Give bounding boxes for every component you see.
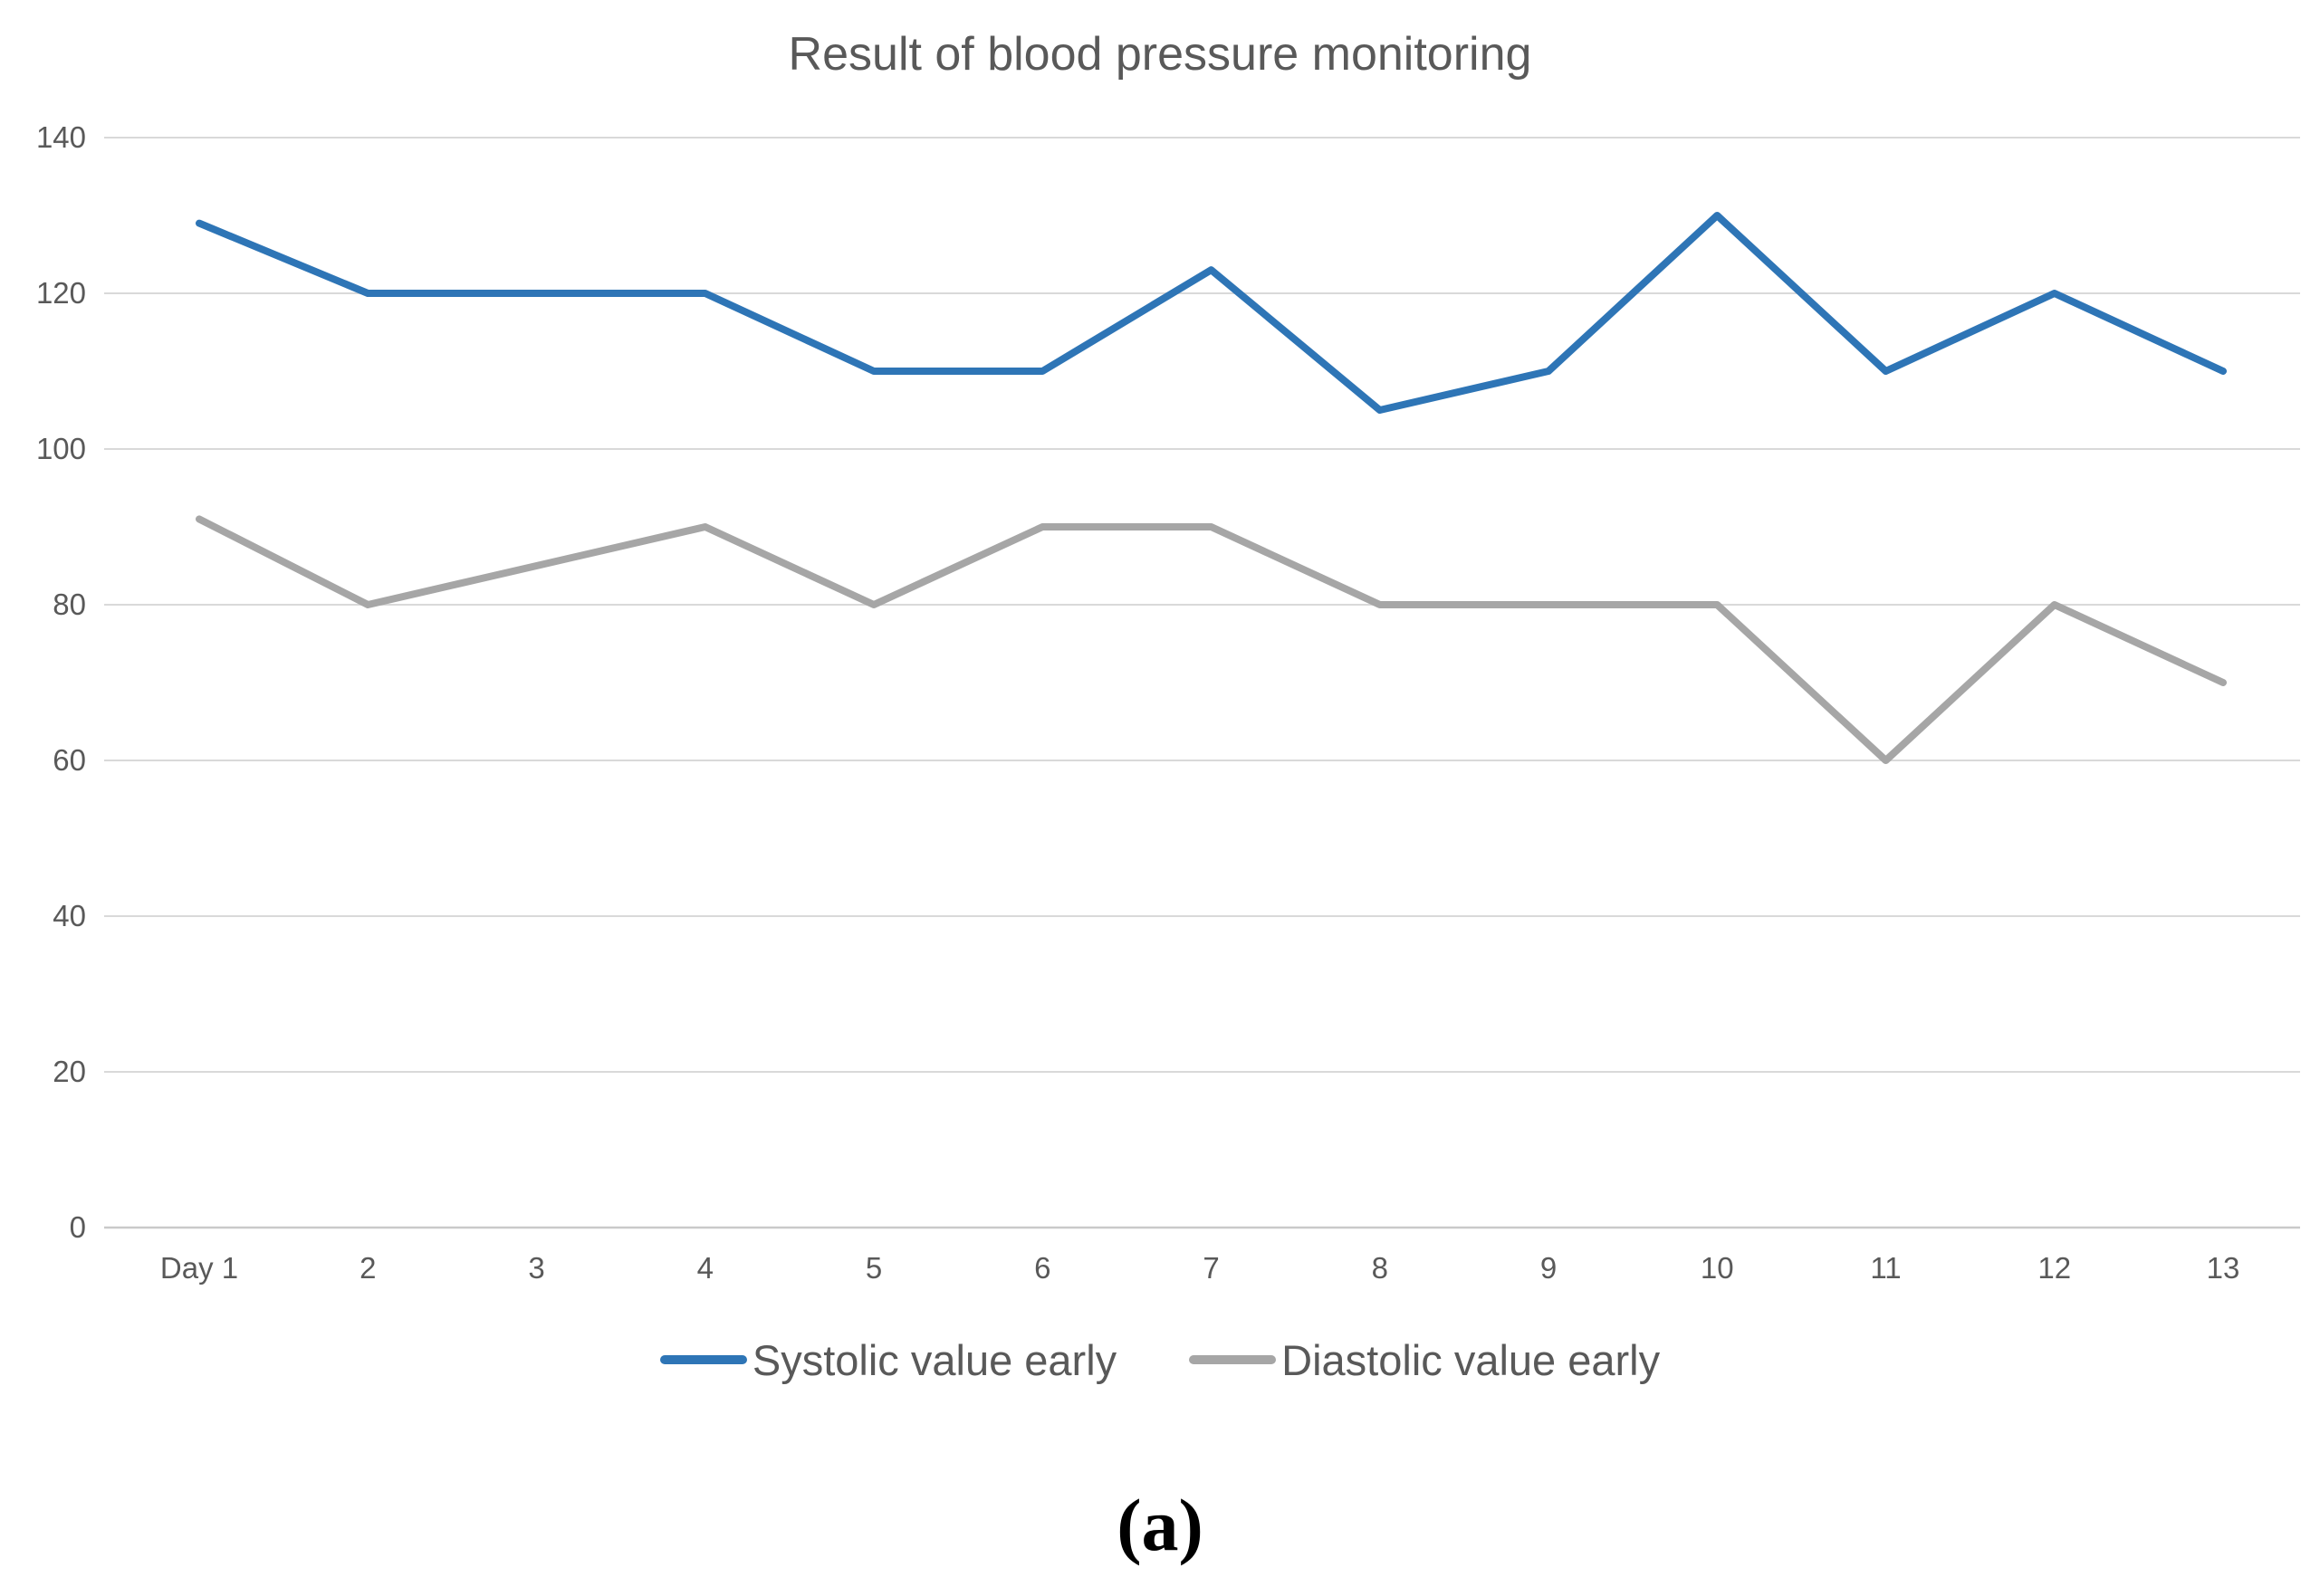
- y-tick-label-80: 80: [53, 588, 86, 621]
- x-tick-label-13: 13: [2207, 1251, 2240, 1285]
- systolic-series-line: [196, 212, 2227, 414]
- chart-legend: Systolic value early Diastolic value ear…: [0, 1324, 2320, 1396]
- x-tick-label-10: 10: [1701, 1251, 1734, 1285]
- x-tick-label-11: 11: [1870, 1251, 1901, 1285]
- y-tick-label-20: 20: [53, 1055, 86, 1088]
- x-tick-label-2: 2: [360, 1251, 376, 1285]
- diastolic-line-swatch-icon: [1189, 1355, 1277, 1364]
- legend-label-systolic: Systolic value early: [752, 1335, 1117, 1384]
- legend-item-diastolic: Diastolic value early: [1189, 1335, 1660, 1385]
- x-tick-label-8: 8: [1372, 1251, 1388, 1285]
- x-tick-label-5: 5: [866, 1251, 882, 1285]
- x-tick-label-12: 12: [2037, 1251, 2071, 1285]
- y-tick-label-100: 100: [36, 432, 86, 465]
- y-tick-label-120: 120: [36, 276, 86, 310]
- y-tick-label-0: 0: [70, 1210, 86, 1244]
- x-tick-label-7: 7: [1203, 1251, 1219, 1285]
- systolic-line-swatch-icon: [659, 1355, 747, 1364]
- y-tick-label-40: 40: [53, 899, 86, 932]
- x-tick-label-4: 4: [697, 1251, 714, 1285]
- legend-label-diastolic: Diastolic value early: [1281, 1335, 1661, 1384]
- x-tick-label-3: 3: [528, 1251, 544, 1285]
- y-tick-label-140: 140: [36, 120, 86, 154]
- chart-title: Result of blood pressure monitoring: [788, 28, 1532, 81]
- legend-item-systolic: Systolic value early: [659, 1335, 1117, 1385]
- x-tick-label-9: 9: [1540, 1251, 1557, 1285]
- diastolic-series-line: [196, 515, 2227, 764]
- y-tick-label-60: 60: [53, 743, 86, 777]
- x-tick-label-1: Day 1: [160, 1251, 238, 1285]
- subfigure-caption: (a): [1117, 1484, 1203, 1566]
- x-tick-label-6: 6: [1034, 1251, 1050, 1285]
